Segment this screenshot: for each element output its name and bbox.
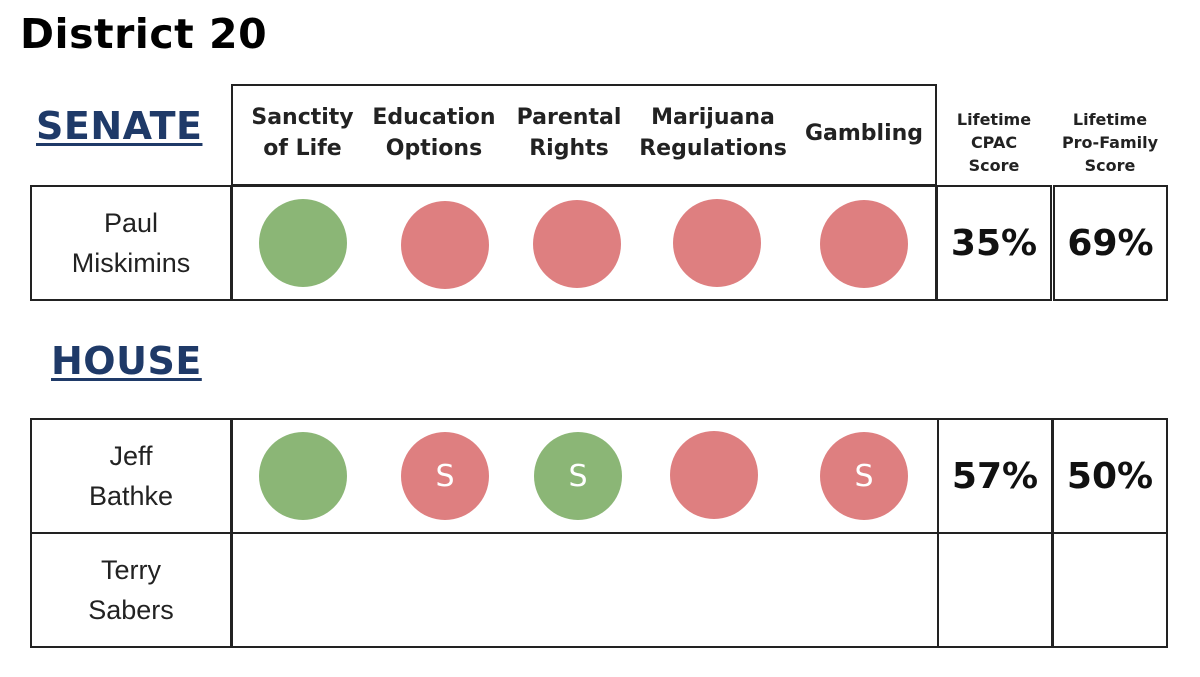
col-head-line: of Life [263,136,342,161]
rating-parental-rights [533,200,621,288]
col-head-line: Score [1084,155,1136,175]
rating-mark: S [435,458,455,494]
col-head-cpac-score: Lifetime CPAC Score [938,104,1050,180]
page-title: District 20 [20,10,268,58]
col-head-line: Options [385,136,483,161]
col-head-gambling: Gambling [798,100,930,166]
cpac-score-cell: 35% [936,185,1052,301]
candidate-last-name: Bathke [88,481,174,511]
candidate-first-name: Paul [103,208,159,238]
col-head-line: Score [968,155,1020,175]
col-head-sanctity-of-life: Sanctity of Life [240,100,365,166]
candidate-name-cell: Paul Miskimins [30,185,232,301]
col-head-line: Pro-Family [1061,132,1159,152]
rating-sanctity-of-life [259,432,347,520]
candidate-first-name: Jeff [109,441,153,471]
candidate-last-name: Miskimins [71,248,191,278]
rating-education-options: S [401,432,489,520]
col-head-marijuana-regulations: Marijuana Regulations [638,100,788,166]
candidate-name-cell: Jeff Bathke [30,418,232,534]
rating-sanctity-of-life [259,199,347,287]
col-head-line: CPAC [970,132,1018,152]
senate-section-label: SENATE [36,104,203,148]
col-head-profamily-score: Lifetime Pro-Family Score [1053,104,1167,180]
rating-gambling [820,200,908,288]
candidate-ratings-cell [231,532,939,648]
col-head-line: Lifetime [956,109,1032,129]
col-head-line: Regulations [639,136,787,161]
col-head-line: Gambling [804,120,924,146]
house-section-label: HOUSE [51,339,202,383]
col-head-line: Education [372,105,496,130]
rating-education-options [401,201,489,289]
col-head-line: Sanctity [251,105,354,130]
col-head-line: Rights [529,136,609,161]
candidate-first-name: Terry [101,555,161,585]
rating-gambling: S [820,432,908,520]
candidate-name-cell: Terry Sabers [30,532,232,648]
rating-parental-rights: S [534,432,622,520]
rating-marijuana-regulations [673,199,761,287]
rating-mark: S [568,458,588,494]
rating-mark: S [854,458,874,494]
rating-marijuana-regulations [670,431,758,519]
col-head-parental-rights: Parental Rights [508,100,630,166]
cpac-score-cell: 57% [937,418,1053,534]
candidate-last-name: Sabers [88,595,174,625]
profamily-score-cell: 50% [1052,418,1168,534]
col-head-line: Lifetime [1072,109,1148,129]
profamily-score-cell: 69% [1053,185,1168,301]
cpac-score-cell [937,532,1053,648]
col-head-line: Parental [516,105,622,130]
col-head-education-options: Education Options [370,100,498,166]
profamily-score-cell [1052,532,1168,648]
col-head-line: Marijuana [651,105,775,130]
